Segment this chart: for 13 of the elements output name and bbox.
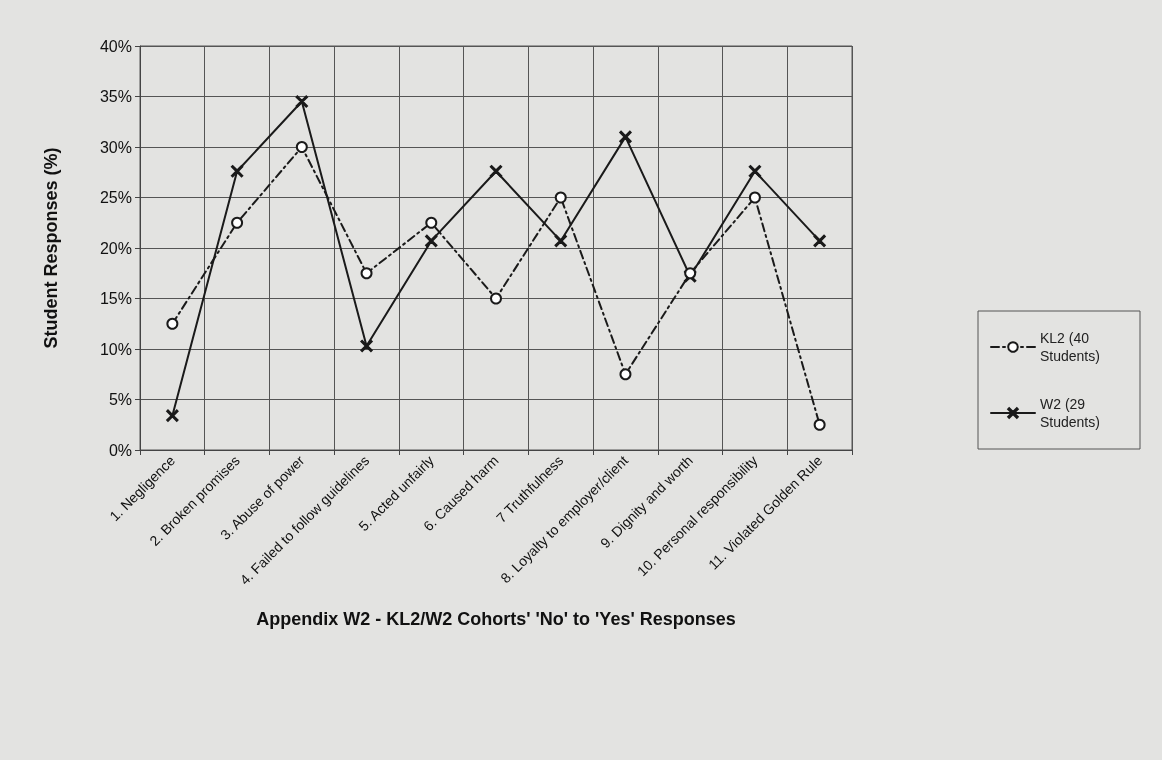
- y-tick-label: 35%: [99, 88, 132, 105]
- y-tick-label: 30%: [99, 138, 132, 156]
- y-axis-title: Student Responses (%): [41, 147, 61, 349]
- y-tick-label: 0%: [108, 441, 132, 459]
- y-tick-label: 10%: [99, 340, 132, 358]
- legend-label: KL2 (40 Students): [1040, 330, 1100, 364]
- y-tick-label: 25%: [99, 189, 132, 206]
- x-axis-title: Appendix W2 - KL2/W2 Cohorts' 'No' to 'Yes' Responses: [256, 609, 736, 629]
- y-tick-label: 5%: [108, 391, 132, 408]
- y-tick-label: 20%: [99, 239, 132, 257]
- legend-label: W2 (29 Students): [1040, 396, 1100, 430]
- y-tick-label: 15%: [99, 290, 132, 307]
- y-tick-label: 40%: [99, 37, 132, 55]
